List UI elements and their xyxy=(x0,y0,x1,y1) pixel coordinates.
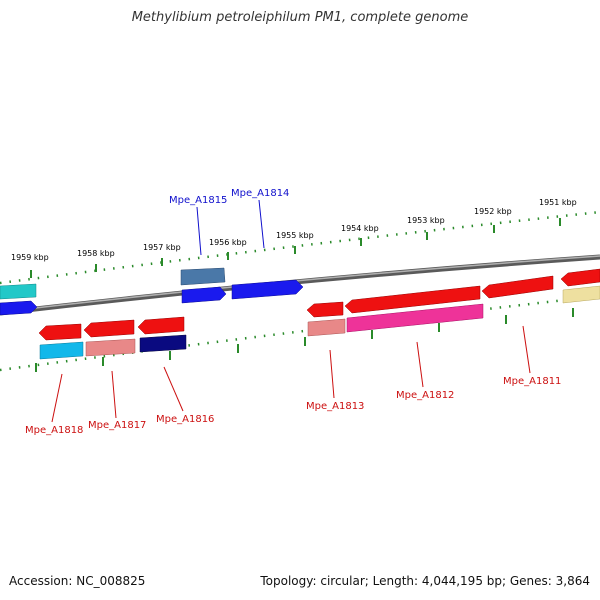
gene-feature-cyan[interactable] xyxy=(39,341,84,360)
kbp-label-1955: 1955 kbp xyxy=(276,231,314,240)
gene-mpe-a1815[interactable] xyxy=(181,286,227,304)
outer-tick-ruler xyxy=(0,210,600,285)
kbp-label-1953: 1953 kbp xyxy=(407,216,445,225)
gene-mpe-a1811[interactable] xyxy=(481,275,554,299)
gene-mpe-a1812[interactable] xyxy=(346,303,484,333)
gene-label-mpe-a1817[interactable]: Mpe_A1817 xyxy=(88,420,146,431)
gene-mpe-a1814[interactable] xyxy=(231,279,304,300)
gene-label-mpe-a1818[interactable]: Mpe_A1818 xyxy=(25,425,83,436)
kbp-label-1958: 1958 kbp xyxy=(77,249,115,258)
inner-major-ticks xyxy=(35,308,574,372)
gene-label-mpe-a1815[interactable]: Mpe_A1815 xyxy=(169,195,227,206)
kbp-label-1956: 1956 kbp xyxy=(209,238,247,247)
outer-major-ticks xyxy=(30,218,561,278)
forward-leader-lines xyxy=(196,199,265,256)
gene-feature-blue-left[interactable] xyxy=(0,300,38,316)
gene-feature-salmon[interactable] xyxy=(85,338,136,357)
kbp-label-1959: 1959 kbp xyxy=(11,253,49,262)
kbp-label-1952: 1952 kbp xyxy=(474,207,512,216)
gene-label-mpe-a1812[interactable]: Mpe_A1812 xyxy=(396,390,454,401)
gene-mpe-a1815-top[interactable] xyxy=(180,267,226,286)
kbp-label-1957: 1957 kbp xyxy=(143,243,181,252)
gene-label-mpe-a1814[interactable]: Mpe_A1814 xyxy=(231,188,289,199)
genome-title: Methylibium petroleiphilum PM1, complete… xyxy=(131,10,469,25)
gene-feature-red-right[interactable] xyxy=(560,268,600,287)
gene-mpe-a1812-top[interactable] xyxy=(344,285,481,314)
gene-label-mpe-a1816[interactable]: Mpe_A1816 xyxy=(156,414,214,425)
kbp-label-1951: 1951 kbp xyxy=(539,198,577,207)
topology-text: Topology: circular; Length: 4,044,195 bp… xyxy=(260,574,590,588)
gene-feature-navy[interactable] xyxy=(139,334,187,353)
genome-backbone xyxy=(0,254,600,316)
gene-feature-yellow[interactable] xyxy=(562,285,600,304)
accession-text: Accession: NC_008825 xyxy=(9,574,146,588)
gene-feature-salmon-2[interactable] xyxy=(307,318,346,337)
gene-mpe-a1816[interactable] xyxy=(137,316,185,335)
gene-mpe-a1813[interactable] xyxy=(306,301,344,318)
kbp-label-1954: 1954 kbp xyxy=(341,224,379,233)
gene-feature-teal[interactable] xyxy=(0,283,37,300)
gene-mpe-a1818[interactable] xyxy=(38,323,82,341)
gene-label-mpe-a1811[interactable]: Mpe_A1811 xyxy=(503,376,561,387)
reverse-leader-lines xyxy=(51,325,531,423)
gene-label-mpe-a1813[interactable]: Mpe_A1813 xyxy=(306,401,364,412)
gene-mpe-a1817[interactable] xyxy=(83,319,135,338)
